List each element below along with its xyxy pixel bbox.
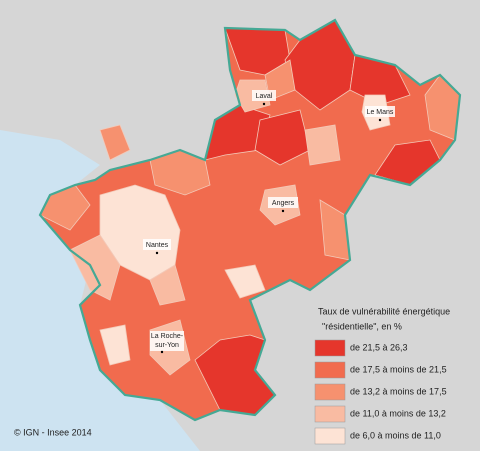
zone [149, 264, 186, 306]
city-label: Laval [256, 93, 273, 100]
city-label: Nantes [146, 242, 169, 249]
city-dot [281, 209, 285, 213]
sea [0, 130, 200, 451]
legend-swatch [314, 405, 346, 423]
label-box [365, 106, 395, 117]
label-box [150, 331, 184, 351]
zone [304, 124, 341, 166]
zone [254, 109, 311, 166]
city-label: Le Mans [367, 109, 394, 116]
zone [99, 324, 131, 366]
label-box [252, 90, 276, 101]
city-label: Angers [272, 200, 295, 207]
legend-swatch [314, 339, 346, 357]
legend-swatch [314, 361, 346, 379]
credit: © IGN - Insee 2014 [14, 427, 92, 437]
city-dot [155, 251, 159, 255]
city-label: La Roche- [151, 333, 184, 340]
zone [69, 234, 121, 301]
zones [39, 19, 461, 421]
legend-title: "résidentielle", en % [322, 321, 402, 331]
legend-label: de 11,0 à moins de 13,2 [350, 408, 446, 418]
legend-label: de 6,0 à moins de 11,0 [350, 430, 441, 440]
legend-title: Taux de vulnérabilité énergétique [318, 306, 450, 316]
zone [224, 264, 266, 299]
city-label: sur-Yon [155, 342, 179, 349]
legend-label: de 21,5 à 26,3 [350, 342, 408, 352]
legend-label: de 17,5 à moins de 21,5 [350, 364, 447, 374]
legend-swatch [314, 383, 346, 401]
city-labels: Laval Le Mans Angers Nantes La Roche- su… [143, 90, 395, 354]
city-dot [262, 102, 266, 106]
region-outline [38, 18, 462, 422]
city-dot [160, 350, 164, 354]
city-dot [378, 118, 382, 122]
label-box [143, 239, 171, 250]
label-box [268, 197, 298, 208]
legend-label: de 13,2 à moins de 17,5 [350, 386, 447, 396]
legend: de 21,5 à 26,3 de 17,5 à moins de 21,5 de … [314, 339, 447, 445]
legend-swatch [314, 427, 346, 445]
zone [99, 124, 131, 161]
